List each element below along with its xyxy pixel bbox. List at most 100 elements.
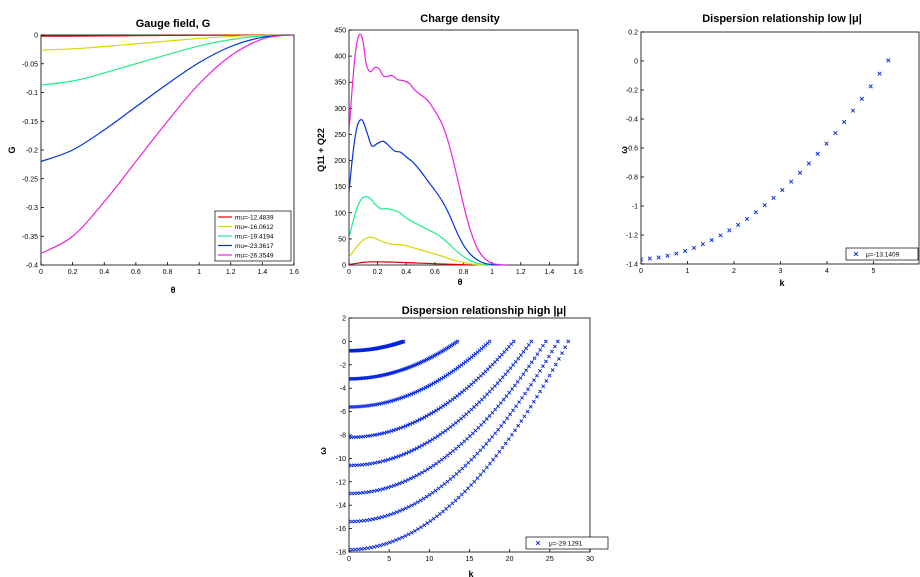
data-point <box>496 427 501 432</box>
data-point <box>440 430 445 435</box>
data-point <box>434 408 438 413</box>
data-point <box>433 380 438 385</box>
y-tick-label: 450 <box>334 28 346 35</box>
data-point <box>472 479 477 484</box>
data-point <box>379 515 384 520</box>
legend-box <box>845 247 919 261</box>
data-point <box>431 381 436 386</box>
data-point <box>842 119 847 125</box>
data-point <box>538 348 543 352</box>
data-point <box>462 439 467 444</box>
data-point <box>359 547 364 551</box>
data-point <box>727 228 732 233</box>
data-point <box>487 438 492 443</box>
data-point <box>478 472 483 477</box>
data-point <box>356 547 361 552</box>
data-point <box>443 374 448 379</box>
data-point <box>428 465 433 470</box>
data-point <box>372 545 376 549</box>
data-point <box>508 366 513 371</box>
data-point <box>370 517 375 522</box>
data-point <box>543 339 548 344</box>
data-point <box>448 477 453 481</box>
data-point <box>497 449 502 454</box>
data-point <box>350 519 354 524</box>
data-point <box>500 375 505 380</box>
y-axis-label: ω <box>619 146 629 154</box>
dispersion-low-chart: Dispersion relationship low |μ| k ω 0 1 2 3… <box>619 13 920 288</box>
data-point <box>544 379 549 383</box>
data-point <box>525 409 530 414</box>
data-point <box>381 542 386 547</box>
data-point <box>771 195 776 200</box>
data-point <box>490 410 495 415</box>
legend-label: mu=-23.3617 <box>235 243 274 250</box>
charge-density-chart: Charge density θ Q11 + Q22 0 0.2 0.4 0.6 0.8… <box>316 13 583 287</box>
data-point <box>443 428 448 433</box>
data-point <box>366 490 371 494</box>
data-point <box>434 461 439 466</box>
legend: mu=-12.4839 mu=-16.0612 mu=-19.4194 mu=-23.… <box>214 210 292 262</box>
data-point <box>526 387 530 392</box>
series-line <box>349 118 500 266</box>
x-tick-label: 10 <box>425 556 433 563</box>
data-point <box>472 454 477 459</box>
data-point <box>487 339 492 344</box>
data-point <box>431 410 436 414</box>
data-point <box>514 404 519 409</box>
y-tick-label: -18 <box>336 550 346 557</box>
data-point <box>396 454 401 459</box>
y-tick-label: -0.05 <box>22 61 38 68</box>
y-tick-label: -0.2 <box>26 148 38 155</box>
data-point <box>435 379 440 383</box>
plot-series-group <box>41 34 290 255</box>
data-point <box>397 536 402 541</box>
y-tick-label: -16 <box>336 526 346 533</box>
data-point <box>509 432 514 437</box>
data-point <box>390 539 395 544</box>
y-tick-label: -1.2 <box>626 233 638 240</box>
data-point <box>350 547 355 552</box>
y-tick-label: -0.1 <box>26 90 38 97</box>
data-point <box>414 446 419 451</box>
data-point <box>372 489 377 493</box>
data-point <box>415 500 420 505</box>
data-point <box>386 457 390 462</box>
data-point <box>419 525 423 530</box>
x-tick-label: 0.8 <box>163 269 173 276</box>
data-point <box>523 391 527 396</box>
data-point <box>420 416 424 421</box>
data-point <box>744 216 750 222</box>
x-tick-label: 1 <box>490 269 494 276</box>
data-point <box>430 490 435 495</box>
data-point <box>401 452 406 457</box>
data-point <box>378 459 383 464</box>
data-point <box>403 533 408 538</box>
series-line <box>41 34 290 86</box>
data-point <box>403 506 408 511</box>
data-point <box>517 400 521 405</box>
y-tick-label: 350 <box>334 80 346 87</box>
data-point <box>498 378 503 383</box>
data-point <box>439 484 444 489</box>
data-point <box>503 441 508 446</box>
data-point <box>400 507 405 512</box>
data-point <box>556 356 561 361</box>
data-point <box>421 386 426 391</box>
data-point <box>502 420 507 425</box>
data-point <box>780 187 785 193</box>
x-tick-label: 1.2 <box>516 269 526 276</box>
y-tick-label: 100 <box>334 210 346 217</box>
data-point <box>522 414 527 419</box>
data-point <box>431 516 436 521</box>
data-point <box>419 387 424 392</box>
x-tick-label: 0 <box>347 269 351 276</box>
data-point <box>531 399 536 404</box>
x-tick-label: 0.6 <box>430 269 440 276</box>
data-point <box>389 484 394 489</box>
data-point <box>383 458 388 463</box>
data-point <box>441 509 445 514</box>
x-tick-label: 1.2 <box>226 269 236 276</box>
x-tick-label: 1 <box>197 269 201 276</box>
y-tick-label: -6 <box>340 409 346 416</box>
